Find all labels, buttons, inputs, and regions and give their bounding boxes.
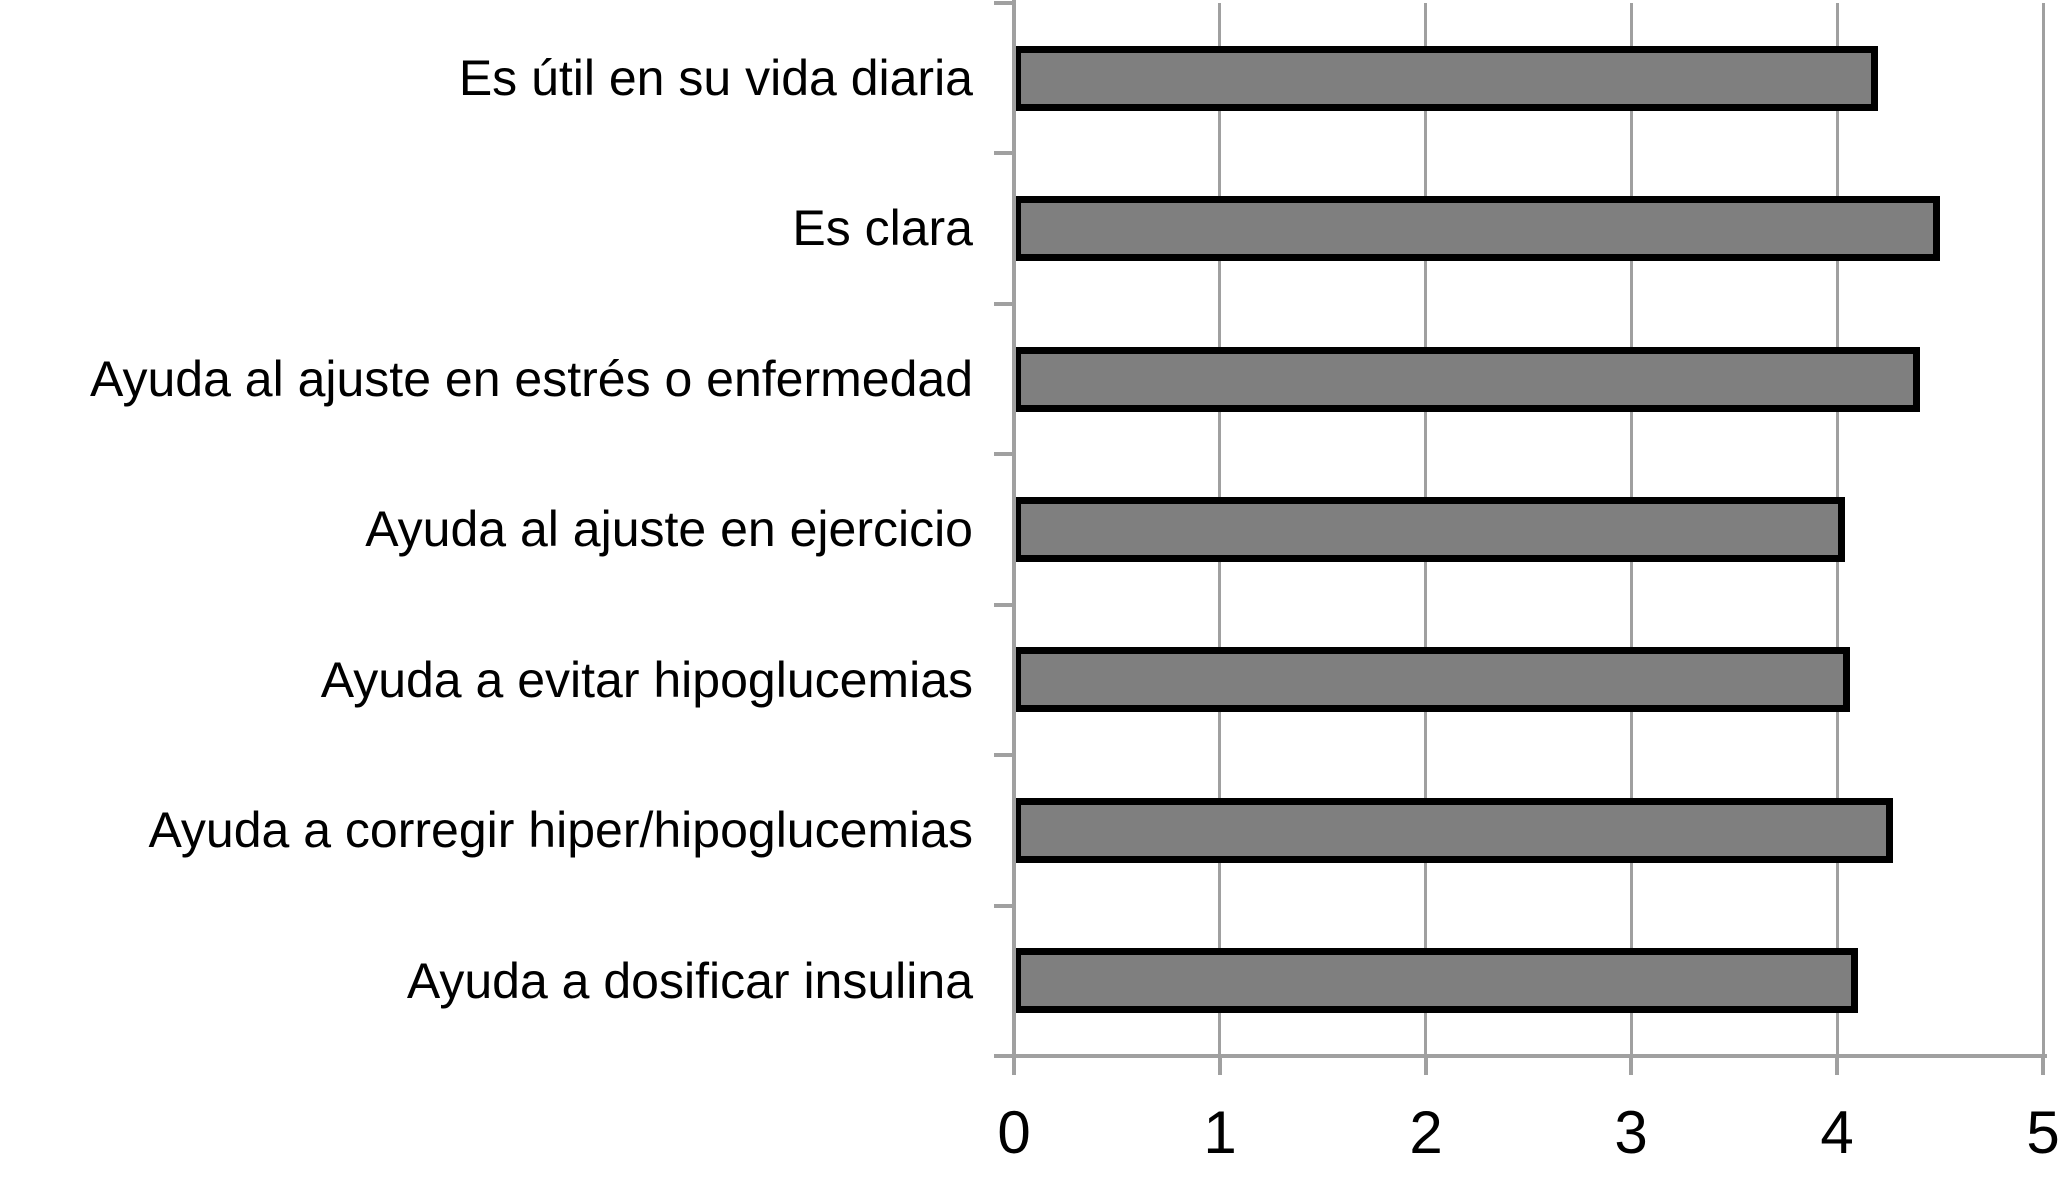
x-tick-label-1: 1 bbox=[1203, 1099, 1237, 1166]
x-axis-tick-0 bbox=[1012, 1058, 1016, 1075]
x-tick-label-0: 0 bbox=[997, 1099, 1031, 1166]
category-label-3: Ayuda al ajuste en ejercicio bbox=[365, 501, 973, 557]
category-label-4: Ayuda a evitar hipoglucemias bbox=[320, 652, 973, 708]
y-axis-tick-2 bbox=[994, 302, 1014, 306]
gridline-x-5 bbox=[2042, 3, 2045, 1056]
x-axis-tick-4 bbox=[1835, 1058, 1839, 1075]
y-axis-tick-0 bbox=[994, 1, 1014, 5]
y-axis-tick-4 bbox=[994, 603, 1014, 607]
category-label-6: Ayuda a dosificar insulina bbox=[406, 953, 973, 1009]
category-label-1: Es clara bbox=[792, 200, 973, 256]
plot-area bbox=[1014, 3, 2045, 1056]
bar-4 bbox=[1014, 647, 1850, 712]
x-tick-label-4: 4 bbox=[1820, 1099, 1854, 1166]
x-axis-line bbox=[1012, 1054, 2047, 1058]
x-axis-tick-3 bbox=[1629, 1058, 1633, 1075]
bar-1 bbox=[1014, 196, 1940, 261]
y-axis-tick-3 bbox=[994, 452, 1014, 456]
bar-5 bbox=[1014, 798, 1893, 863]
y-axis-tick-7 bbox=[994, 1054, 1014, 1058]
bar-0 bbox=[1014, 46, 1878, 111]
x-axis-tick-1 bbox=[1218, 1058, 1222, 1075]
bar-6 bbox=[1014, 948, 1858, 1013]
category-label-2: Ayuda al ajuste en estrés o enfermedad bbox=[90, 351, 973, 407]
category-label-5: Ayuda a corregir hiper/hipoglucemias bbox=[148, 802, 973, 858]
x-tick-label-3: 3 bbox=[1614, 1099, 1648, 1166]
x-tick-label-2: 2 bbox=[1409, 1099, 1443, 1166]
y-axis-tick-1 bbox=[994, 151, 1014, 155]
bar-3 bbox=[1014, 497, 1845, 562]
bar-2 bbox=[1014, 347, 1920, 412]
y-axis-tick-5 bbox=[994, 753, 1014, 757]
x-tick-label-5: 5 bbox=[2026, 1099, 2059, 1166]
x-axis-tick-5 bbox=[2041, 1058, 2045, 1075]
y-axis-tick-6 bbox=[994, 904, 1014, 908]
x-axis-tick-2 bbox=[1424, 1058, 1428, 1075]
y-axis-line bbox=[1012, 0, 1016, 1056]
category-label-0: Es útil en su vida diaria bbox=[458, 50, 973, 106]
